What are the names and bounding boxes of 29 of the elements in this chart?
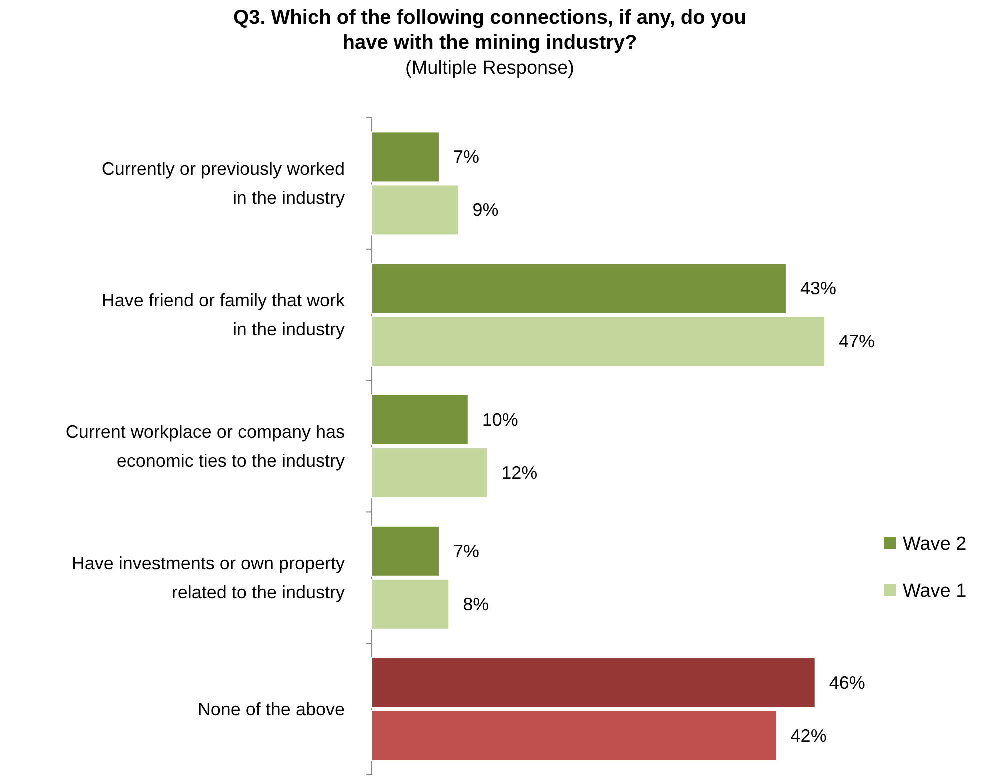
data-label: 12% bbox=[502, 463, 538, 483]
y-tick-label: Have friend or family that work in the industry bbox=[102, 290, 346, 340]
bar bbox=[372, 657, 816, 708]
data-label: 43% bbox=[800, 278, 836, 299]
bar bbox=[372, 526, 440, 577]
bar bbox=[372, 394, 469, 446]
bar bbox=[372, 710, 778, 762]
data-label: 46% bbox=[829, 672, 866, 693]
data-label: 7% bbox=[453, 541, 480, 562]
data-label: 47% bbox=[839, 332, 876, 352]
data-label: 10% bbox=[482, 410, 518, 430]
bar bbox=[372, 263, 787, 314]
y-tick-label: Current workplace or company has economic ties to the industry bbox=[66, 422, 345, 471]
y-tick-label: Currently or previously worked in the industry bbox=[102, 159, 345, 208]
bar bbox=[372, 132, 440, 183]
data-label: 9% bbox=[472, 200, 499, 220]
bar bbox=[372, 316, 826, 368]
y-tick-label: Have investments or own property related to the industry bbox=[72, 553, 345, 602]
bar bbox=[372, 578, 450, 630]
legend-label: Wave 1 bbox=[903, 581, 967, 602]
chart-subtitle: (Multiple Response) bbox=[406, 58, 574, 79]
y-tick-label: None of the above bbox=[198, 699, 345, 720]
bar bbox=[372, 448, 488, 498]
data-label: 42% bbox=[790, 726, 827, 746]
data-label: 7% bbox=[453, 147, 480, 168]
bar bbox=[372, 184, 460, 236]
data-label: 8% bbox=[463, 594, 490, 614]
chart-title: Q3. Which of the following connections, if any, do you have with the mining industry? bbox=[234, 7, 746, 54]
legend-label: Wave 2 bbox=[903, 534, 967, 555]
